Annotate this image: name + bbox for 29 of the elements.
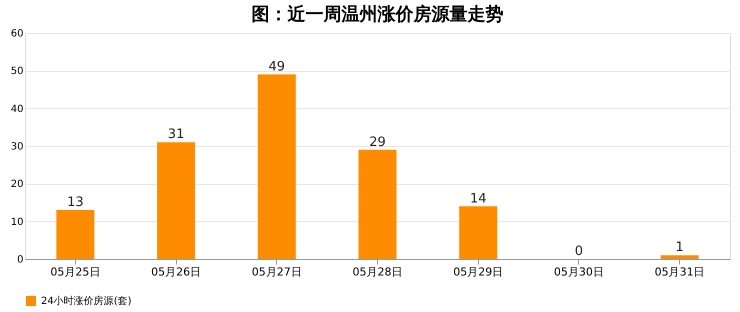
bar (459, 206, 498, 259)
y-tick-label: 10 (10, 216, 24, 228)
bar (258, 74, 296, 259)
bar (56, 210, 94, 259)
bar (157, 142, 196, 259)
y-tick-label: 30 (10, 142, 24, 152)
chart-title: 图：近一周温州涨价房源量走势 (252, 4, 504, 25)
x-tick-label: 05月25日 (50, 266, 100, 278)
bar (358, 150, 396, 259)
data-label: 49 (268, 59, 286, 74)
x-tick-label: 05月26日 (151, 266, 202, 278)
x-tick-label: 05月31日 (654, 266, 705, 278)
y-tick-label: 20 (10, 179, 24, 190)
data-label: 14 (470, 191, 486, 206)
data-label: 31 (168, 127, 184, 142)
x-tick-label: 05月29日 (453, 266, 504, 278)
bar (660, 255, 699, 259)
y-tick-label: 50 (10, 66, 24, 78)
data-label: 1 (676, 240, 684, 256)
y-tick-label: 40 (10, 104, 24, 115)
data-label: 29 (369, 134, 386, 150)
legend-label: 24小时涨价房源(套) (41, 295, 132, 307)
x-tick-label: 05月30日 (554, 266, 604, 278)
x-tick-label: 05月28日 (352, 266, 402, 278)
x-tick-label: 05月27日 (252, 266, 302, 278)
y-tick-label: 0 (17, 254, 24, 266)
data-label: 13 (67, 195, 84, 210)
y-tick-label: 60 (10, 28, 24, 40)
data-label: 0 (574, 244, 584, 259)
